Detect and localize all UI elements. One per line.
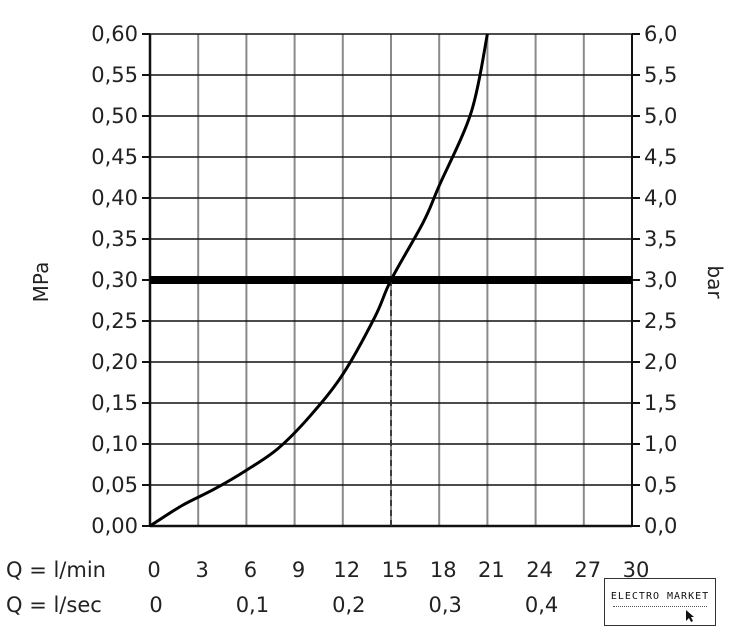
y-left-tick-label: 0,25 [91, 309, 138, 333]
y-left-tick-label: 0,15 [91, 391, 138, 415]
y-left-tick-label: 0,45 [91, 145, 138, 169]
x-lmin-tick-label: 0 [147, 558, 160, 582]
x-lmin-ticks: 0 3 6 9 12 15 18 21 24 27 30 [147, 558, 649, 582]
y-right-tick-label: 3,5 [644, 227, 677, 251]
x-lmin-tick-label: 6 [244, 558, 257, 582]
x-lmin-row-label: Q = l/min [6, 558, 106, 582]
x-lmin-tick-label: 3 [196, 558, 209, 582]
y-left-tick-label: 0,00 [91, 514, 138, 538]
y-left-tick-label: 0,60 [91, 22, 138, 46]
y-right-tick-label: 0,0 [644, 514, 677, 538]
x-lsec-tick-label: 0 [149, 593, 162, 617]
x-lmin-tick-label: 9 [292, 558, 305, 582]
y-right-tick-label: 0,5 [644, 473, 677, 497]
pressure-curve [149, 33, 489, 528]
y-left-tick-label: 0,40 [91, 186, 138, 210]
y-right-tick-label: 5,0 [644, 104, 677, 128]
y-left-tick-label: 0,10 [91, 432, 138, 456]
y-left-tick-label: 0,50 [91, 104, 138, 128]
y-left-tick-label: 0,05 [91, 473, 138, 497]
y-right-tick-label: 1,0 [644, 432, 677, 456]
x-lmin-tick-label: 18 [430, 558, 457, 582]
x-lsec-tick-label: 0,2 [332, 593, 365, 617]
y-right-axis-title: bar [703, 265, 727, 299]
y-right-ticks: 0,0 0,5 1,0 1,5 2,0 2,5 3,0 3,5 4,0 4,5 5,0 5,5 6,0 [644, 22, 677, 538]
logo-text: ELECTRO MARKET [610, 591, 710, 602]
logo-underline [613, 606, 707, 609]
y-left-tick-label: 0,20 [91, 350, 138, 374]
y-right-tick-label: 4,5 [644, 145, 677, 169]
y-left-ticks: 0,00 0,05 0,10 0,15 0,20 0,25 0,30 0,35 0,40 0,45… [91, 22, 138, 538]
x-lmin-tick-label: 27 [574, 558, 601, 582]
y-right-tick-label: 2,0 [644, 350, 677, 374]
y-left-axis-title: MPa [29, 262, 53, 303]
y-right-tick-label: 4,0 [644, 186, 677, 210]
x-lmin-tick-label: 15 [382, 558, 409, 582]
x-lmin-tick-label: 12 [333, 558, 360, 582]
y-right-tick-label: 6,0 [644, 22, 677, 46]
y-right-tick-label: 2,5 [644, 309, 677, 333]
x-lsec-tick-label: 0,3 [428, 593, 461, 617]
y-left-tick-label: 0,35 [91, 227, 138, 251]
x-lmin-tick-label: 24 [526, 558, 553, 582]
x-lsec-row-label: Q = l/sec [6, 593, 102, 617]
y-left-tick-label: 0,55 [91, 63, 138, 87]
x-lsec-ticks: 0 0,1 0,2 0,3 0,4 [149, 593, 558, 617]
series-line [149, 33, 489, 528]
x-lmin-tick-label: 21 [478, 558, 505, 582]
y-right-tick-label: 3,0 [644, 268, 677, 292]
y-right-tick-label: 1,5 [644, 391, 677, 415]
x-lsec-tick-label: 0,4 [525, 593, 558, 617]
electro-market-logo: ELECTRO MARKET [604, 578, 716, 626]
x-lsec-tick-label: 0,1 [236, 593, 269, 617]
cursor-icon [686, 610, 694, 622]
y-right-tick-label: 5,5 [644, 63, 677, 87]
y-left-tick-label: 0,30 [91, 268, 138, 292]
